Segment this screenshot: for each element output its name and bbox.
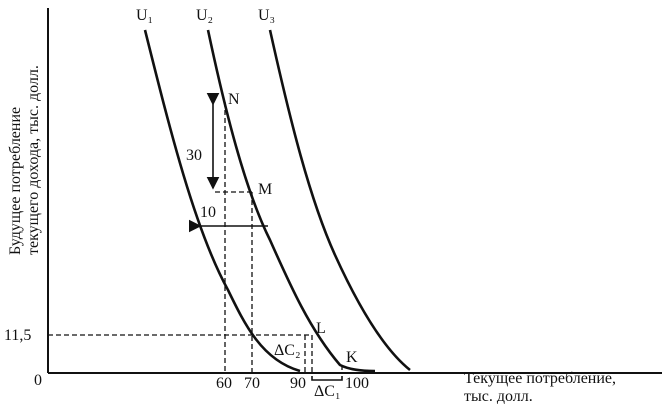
point-label: N (228, 91, 240, 108)
curve (268, 29, 411, 372)
y-axis-label: текущего дохода, тыс. долл. (25, 65, 42, 255)
x-axis-label: тыс. долл. (464, 388, 533, 405)
x-tick-label: 60 (216, 375, 232, 392)
annotation: 10 (200, 204, 216, 221)
origin-label: 0 (34, 372, 42, 389)
curve-label: U₃ (258, 7, 275, 24)
curve (206, 29, 376, 373)
x-tick-label: 100 (345, 375, 369, 392)
bracket (311, 376, 343, 381)
x-tick-label: 70 (244, 375, 260, 392)
curve-label: U₂ (196, 7, 213, 24)
annotation: ΔC₁ (314, 383, 341, 400)
x-axis-label: Текущее потребление, (464, 370, 616, 387)
annotation: 30 (186, 147, 202, 164)
y-axis-label: Будущее потребление (7, 107, 24, 255)
y-tick-label: 11,5 (4, 327, 31, 344)
curve-label: U₁ (136, 7, 153, 24)
curve (143, 29, 301, 373)
point-label: M (258, 181, 272, 198)
x-tick-label: 90 (290, 375, 306, 392)
point-label: K (346, 349, 358, 366)
annotation: ΔC₂ (274, 342, 301, 359)
point-label: L (316, 320, 326, 337)
